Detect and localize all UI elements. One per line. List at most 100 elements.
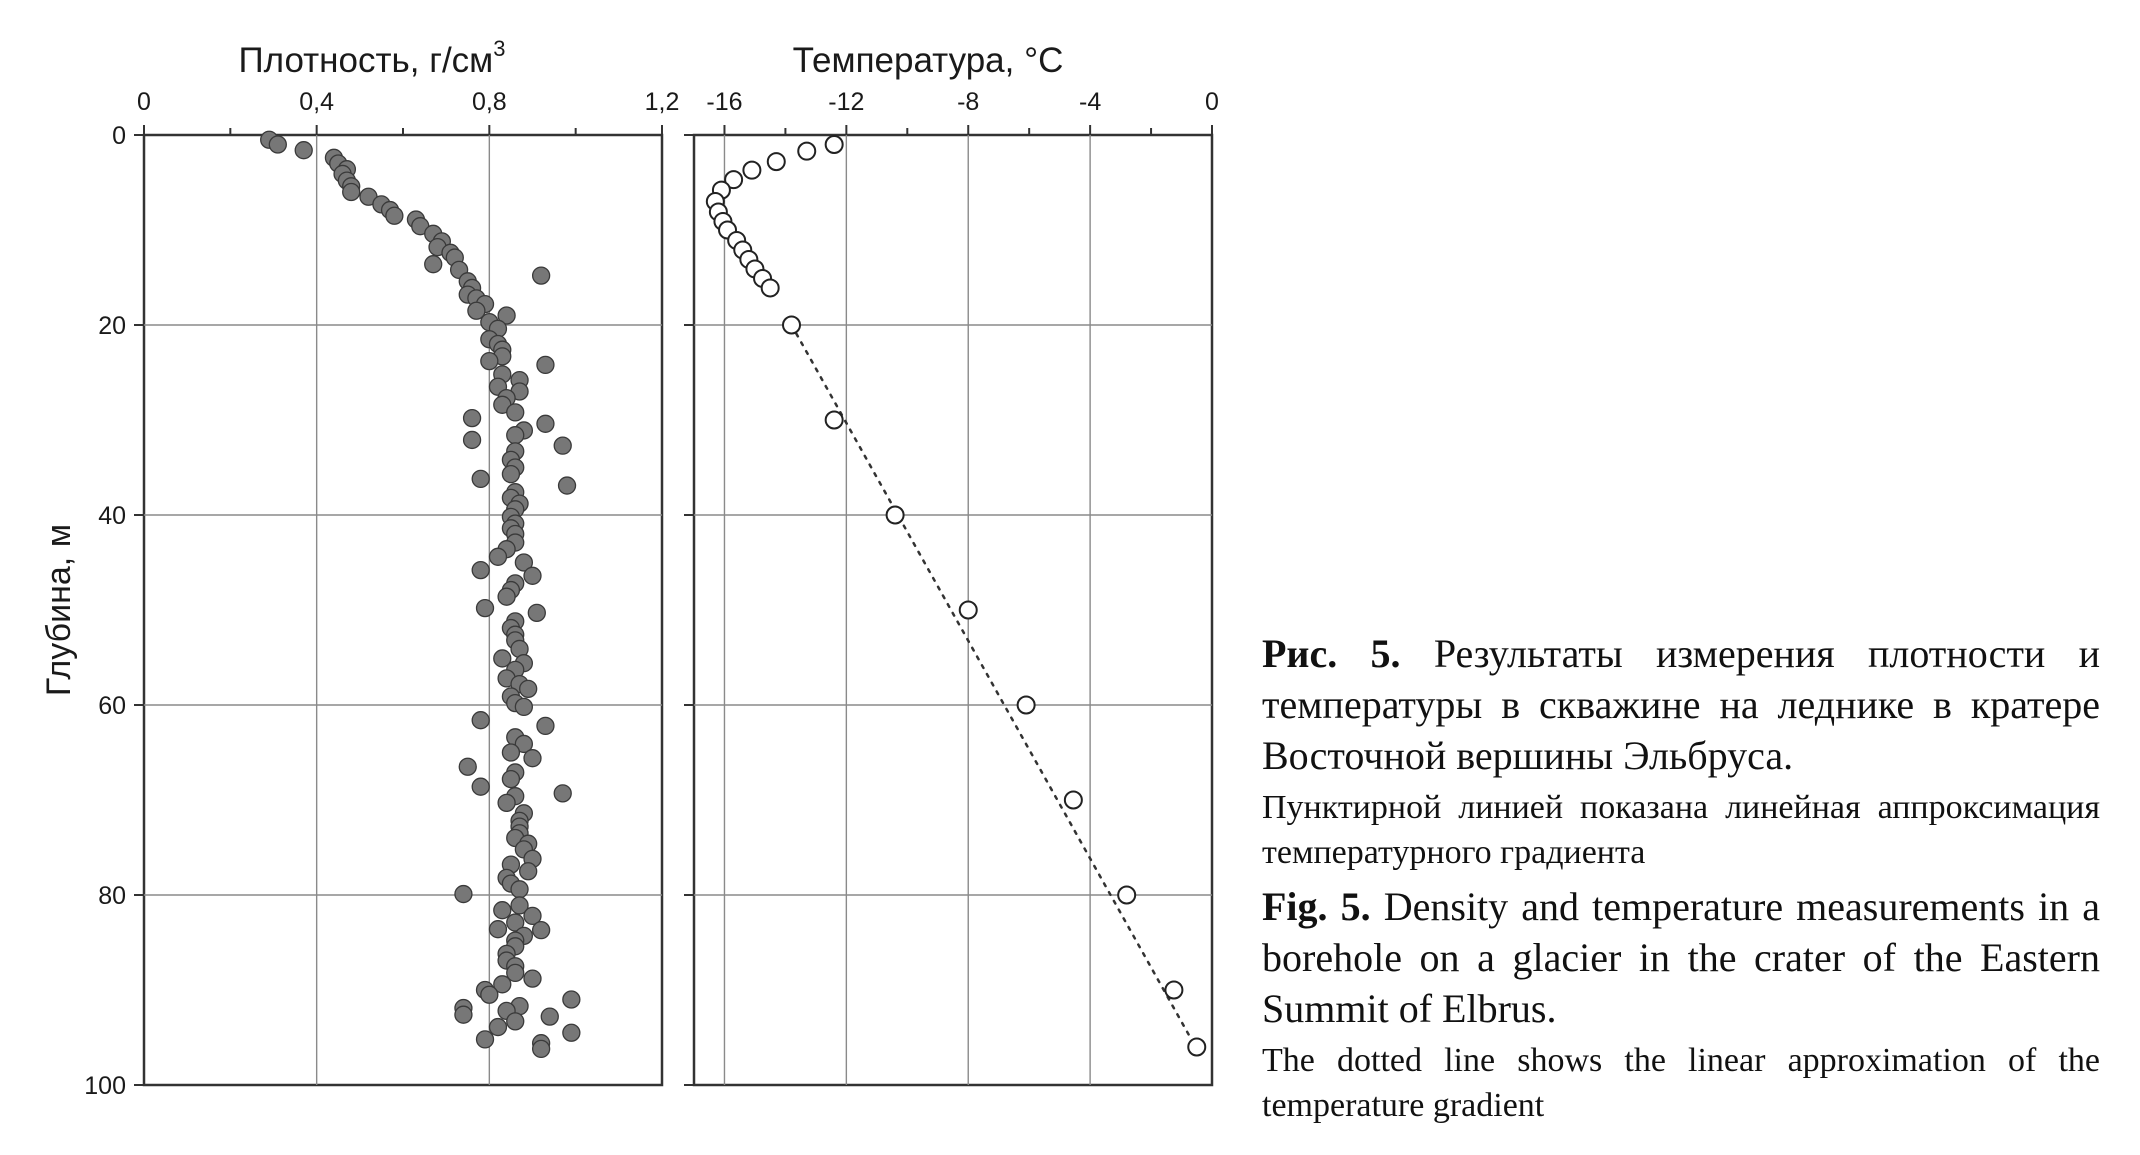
density-point xyxy=(562,990,581,1009)
x-tick-label: 0,4 xyxy=(299,88,334,116)
density-point xyxy=(458,757,477,776)
density-ticks: 0 0,4 0,8 1,2 0 20 40 60 80 100 xyxy=(84,88,679,1100)
density-point xyxy=(471,560,490,580)
density-point xyxy=(342,182,361,202)
density-point xyxy=(523,749,542,768)
caption-en-note: The dotted line shows the linear approxi… xyxy=(1262,1042,2100,1124)
density-grid xyxy=(144,135,662,1085)
temperature-point xyxy=(782,315,802,335)
density-point xyxy=(562,1023,581,1042)
figure-caption: Рис. 5. Результаты измерения плотности и… xyxy=(1262,628,2100,1134)
density-point xyxy=(454,1005,473,1024)
density-point xyxy=(523,969,542,988)
density-point xyxy=(501,743,521,762)
temperature-trend-line xyxy=(790,323,1200,1053)
density-point xyxy=(493,901,512,920)
density-point xyxy=(471,711,490,730)
temperature-point xyxy=(797,141,817,161)
x-tick-label: 0,8 xyxy=(472,88,507,116)
x-tick-label: 0 xyxy=(1205,88,1219,116)
density-point xyxy=(506,913,525,932)
caption-ru-note: Пунктирной линией показана линейная аппр… xyxy=(1262,789,2100,871)
depth-axis-title: Глубина, м xyxy=(40,524,78,696)
density-point xyxy=(519,679,538,698)
density-point xyxy=(523,906,542,926)
density-point xyxy=(523,566,542,585)
density-point xyxy=(488,1017,508,1037)
caption-en-title: Fig. 5. Density and temperature measurem… xyxy=(1262,884,2101,1031)
density-point xyxy=(531,921,551,940)
density-point xyxy=(497,793,516,812)
temperature-point xyxy=(1063,790,1083,810)
temperature-point xyxy=(1164,980,1184,1000)
density-point xyxy=(510,880,529,899)
temperature-axis-title: Температура, °C xyxy=(793,41,1064,80)
temperature-point xyxy=(1016,695,1036,715)
density-point xyxy=(467,301,486,320)
density-point xyxy=(294,141,313,160)
density-point xyxy=(493,975,512,994)
density-point xyxy=(475,598,495,618)
density-point xyxy=(488,920,508,939)
density-point xyxy=(553,784,572,803)
density-point xyxy=(519,862,538,881)
temperature-point xyxy=(885,505,905,525)
temperature-plot-frame xyxy=(692,133,1214,1087)
temperature-point xyxy=(1187,1037,1207,1057)
density-points xyxy=(260,130,581,1059)
density-point xyxy=(462,430,482,450)
y-tick-label: 60 xyxy=(98,692,126,720)
density-point xyxy=(527,603,546,622)
temperature-points xyxy=(705,135,1207,1057)
x-tick-label: -16 xyxy=(706,88,742,116)
density-point xyxy=(471,469,490,489)
x-tick-label: 0 xyxy=(137,88,151,116)
temperature-panel: -16 -12 -8 -4 0 Температура, °C xyxy=(684,41,1219,1087)
density-point xyxy=(268,135,287,154)
density-point xyxy=(540,1007,559,1026)
density-point xyxy=(480,985,499,1004)
y-tick-label: 100 xyxy=(84,1072,126,1100)
density-plot-frame xyxy=(142,133,664,1087)
y-tick-label: 40 xyxy=(98,502,126,530)
density-point xyxy=(385,206,404,225)
density-point xyxy=(501,464,521,484)
density-point xyxy=(553,436,572,455)
x-tick-label: -4 xyxy=(1079,88,1101,116)
density-point xyxy=(497,587,516,606)
density-point xyxy=(480,351,499,371)
density-point xyxy=(493,649,512,668)
x-tick-label: -12 xyxy=(828,88,864,116)
x-tick-label: -8 xyxy=(957,88,979,116)
density-point xyxy=(506,1012,525,1031)
density-point xyxy=(454,884,473,904)
temperature-point xyxy=(766,152,786,172)
density-point xyxy=(514,553,534,572)
temperature-point xyxy=(760,278,780,298)
density-point xyxy=(501,769,521,789)
y-tick-label: 20 xyxy=(98,312,126,340)
density-point xyxy=(462,408,482,428)
density-axis-title: Плотность, г/см3 xyxy=(238,36,505,80)
density-point xyxy=(557,476,577,495)
temperature-point xyxy=(824,135,844,154)
temperature-point xyxy=(724,170,744,190)
density-point xyxy=(531,1039,551,1059)
density-point xyxy=(514,697,534,717)
density-point xyxy=(536,414,555,433)
density-point xyxy=(424,255,443,274)
temperature-ticks: -16 -12 -8 -4 0 xyxy=(684,88,1219,1086)
density-point xyxy=(488,547,508,566)
density-point xyxy=(536,716,555,736)
density-point xyxy=(471,777,490,796)
temperature-point xyxy=(958,600,978,620)
y-tick-label: 80 xyxy=(98,882,126,910)
density-point xyxy=(506,426,525,445)
temperature-point xyxy=(742,160,762,180)
density-point xyxy=(506,403,525,422)
temperature-point xyxy=(824,410,844,430)
density-point xyxy=(497,306,516,325)
density-point xyxy=(475,1030,495,1049)
